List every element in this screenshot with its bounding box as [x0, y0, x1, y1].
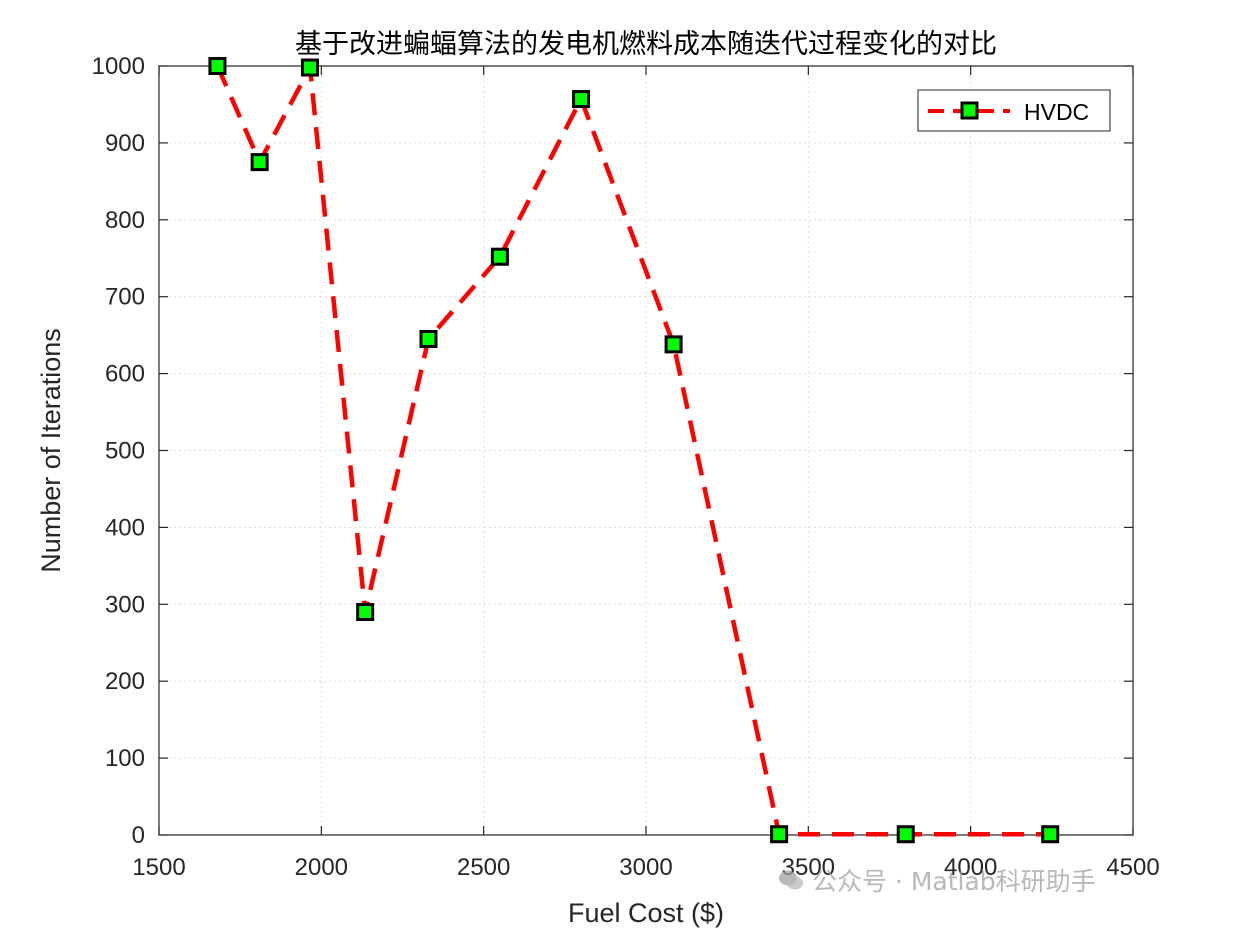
data-point-marker [664, 335, 683, 354]
series-layer [208, 57, 1060, 844]
y-tick-label: 0 [132, 822, 145, 849]
x-tick-label: 3000 [619, 854, 672, 881]
chart-title: 基于改进蝙蝠算法的发电机燃料成本随迭代过程变化的对比 [295, 29, 997, 60]
data-point-marker [896, 825, 915, 844]
data-point-marker [572, 90, 591, 109]
data-point-marker [770, 825, 789, 844]
y-axis-label: Number of Iterations [36, 328, 66, 573]
x-tick-label: 2000 [295, 854, 348, 881]
x-tick-label: 2500 [457, 854, 510, 881]
y-tick-label: 1000 [92, 53, 145, 80]
y-tick-label: 700 [105, 284, 145, 311]
series-line-hvdc [215, 65, 1051, 837]
y-tick-label: 300 [105, 591, 145, 618]
data-point-marker [250, 153, 269, 172]
legend-marker [960, 101, 979, 120]
data-point-marker [1041, 825, 1060, 844]
legend-label: HVDC [1024, 99, 1089, 125]
y-tick-label: 200 [105, 668, 145, 695]
data-point-marker [356, 602, 375, 621]
y-tick-label: 500 [105, 438, 145, 465]
data-point-marker [419, 329, 438, 348]
x-tick-label: 4000 [944, 854, 997, 881]
x-axis-label: Fuel Cost ($) [568, 898, 724, 928]
grid-lines [159, 66, 1133, 835]
data-point-marker [208, 57, 227, 75]
x-tick-label: 1500 [132, 854, 185, 881]
watermark-text: 公众号 · Matlab科研助手 [812, 867, 1096, 896]
y-tick-label: 100 [105, 745, 145, 772]
axis-ticks: 1500 2000 2500 3000 3500 4000 4500010020030040… [92, 53, 1160, 881]
wechat-icon [779, 870, 803, 890]
y-tick-label: 400 [105, 514, 145, 541]
legend: HVDC [917, 89, 1111, 132]
data-point-marker [490, 247, 509, 266]
x-tick-label: 4500 [1106, 854, 1159, 881]
data-point-marker [300, 58, 319, 77]
y-tick-label: 800 [105, 207, 145, 234]
y-tick-label: 900 [105, 130, 145, 157]
watermark: 公众号 · Matlab科研助手 [778, 862, 1096, 898]
y-tick-label: 600 [105, 361, 145, 388]
legend-box [917, 89, 1111, 132]
